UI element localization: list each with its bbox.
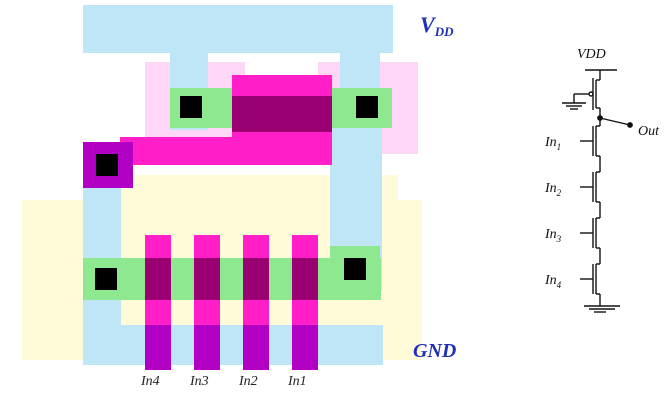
pmos-gate-overlap bbox=[232, 96, 332, 132]
gate-metal-overlap-in1 bbox=[292, 325, 318, 370]
input-label-in4: In4 bbox=[141, 374, 160, 389]
contact-nmos-left bbox=[95, 268, 117, 290]
gate-metal-overlap-in4 bbox=[145, 325, 171, 370]
gate-metal-overlap-in2 bbox=[243, 325, 269, 370]
nmos-stack bbox=[580, 118, 620, 313]
contact-nmos-right bbox=[344, 258, 366, 280]
input-label-in1: In1 bbox=[288, 374, 307, 389]
contact-pmos-right bbox=[356, 96, 378, 118]
schematic-in2-label: In2 bbox=[544, 181, 562, 198]
schematic-in1-label: In1 bbox=[544, 135, 561, 152]
schematic-vdd-label: VDD bbox=[577, 47, 606, 62]
gnd-label: GND bbox=[413, 340, 457, 362]
input-label-in3: In3 bbox=[190, 374, 209, 389]
gnd-metal-rail bbox=[83, 325, 383, 365]
gate-overlap-in3 bbox=[194, 258, 220, 300]
schematic-input-labels: In1 In2 In3 In4 bbox=[544, 135, 562, 290]
contact-poly bbox=[96, 154, 118, 176]
schematic-in4-label: In4 bbox=[544, 273, 562, 290]
contact-pmos-left bbox=[180, 96, 202, 118]
schematic-in3-label: In3 bbox=[544, 227, 562, 244]
poly-extension bbox=[120, 137, 332, 165]
schematic: VDD Out bbox=[544, 47, 660, 313]
gate-overlap-in2 bbox=[243, 258, 269, 300]
gate-metal-overlap-in3 bbox=[194, 325, 220, 370]
gate-overlap-in4 bbox=[145, 258, 171, 300]
gate-overlap-in1 bbox=[292, 258, 318, 300]
schematic-out-label: Out bbox=[638, 124, 660, 139]
input-label-in2: In2 bbox=[239, 374, 258, 389]
vdd-label: VDD bbox=[420, 12, 454, 39]
nmos-gate-fingers bbox=[145, 235, 318, 370]
vdd-metal-rail bbox=[83, 5, 393, 53]
